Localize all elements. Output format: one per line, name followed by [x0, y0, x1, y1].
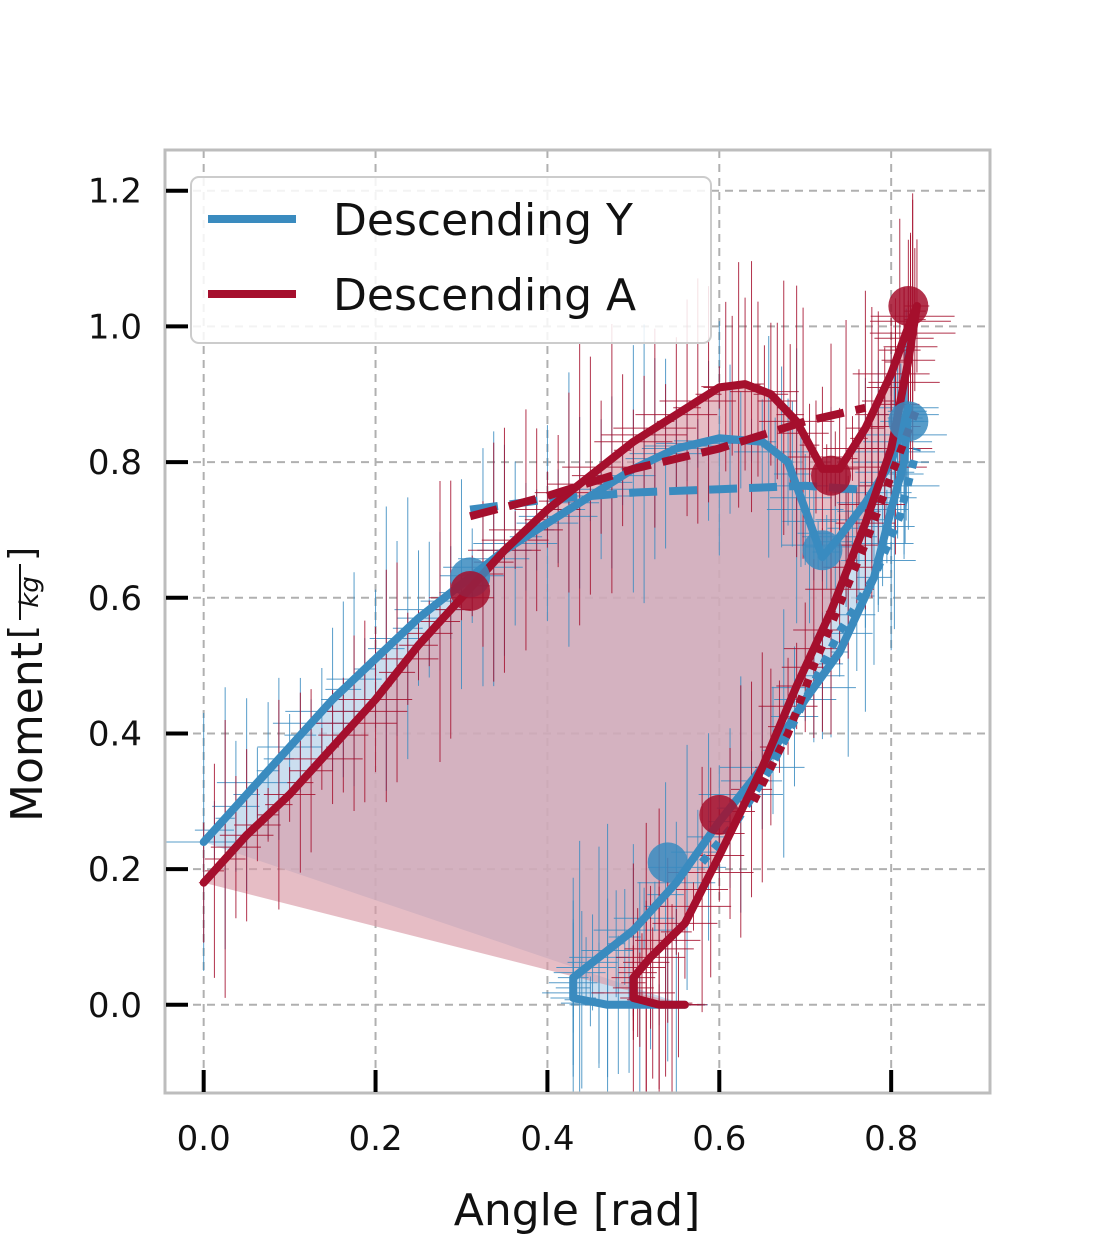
- plot-frame: [163, 148, 992, 1095]
- descending-a-marker: [888, 286, 929, 327]
- series-markers: [450, 286, 929, 883]
- legend: Descending Y Descending A: [190, 176, 712, 344]
- y-tick-label: 0.2: [88, 850, 142, 890]
- descending-y-marker: [888, 401, 929, 442]
- descending-a-dashed-line: [469, 403, 867, 521]
- x-axis-label: Angle [rad]: [454, 1185, 701, 1236]
- x-tick-label: 0.8: [864, 1119, 918, 1159]
- descending-a-marker: [699, 794, 740, 835]
- axis-ticks: 0.0 0.2 0.4 0.6 0.8 0.0 0.2 0.4 0.6 0.8 1.0 1.2: [88, 172, 918, 1159]
- y-axis-unit-close: ]: [2, 547, 43, 561]
- y-tick-label: 0.6: [88, 579, 142, 619]
- legend-label-descending-y: Descending Y: [333, 195, 633, 246]
- descending-a-marker: [811, 455, 852, 496]
- y-axis-label: Moment: [2, 642, 53, 822]
- y-tick-label: 1.2: [88, 172, 142, 212]
- legend-label-descending-a: Descending A: [333, 270, 636, 321]
- x-tick-label: 0.0: [177, 1119, 231, 1159]
- y-tick-label: 1.0: [88, 307, 142, 347]
- descending-a-marker: [450, 570, 491, 611]
- descending-a-dotted-line: [750, 406, 921, 804]
- y-tick-label: 0.4: [88, 714, 142, 754]
- y-axis-label-group: Moment [ kg ]: [2, 547, 53, 822]
- y-axis-unit-open: [: [2, 625, 43, 639]
- legend-box: [190, 176, 712, 344]
- y-tick-label: 0.0: [88, 986, 142, 1026]
- descending-y-marker: [802, 530, 843, 571]
- y-tick-label: 0.8: [88, 443, 142, 483]
- x-tick-label: 0.6: [692, 1119, 746, 1159]
- x-tick-label: 0.2: [349, 1119, 403, 1159]
- y-axis-unit: kg: [15, 576, 45, 608]
- x-tick-label: 0.4: [520, 1119, 574, 1159]
- descending-y-marker: [647, 842, 688, 883]
